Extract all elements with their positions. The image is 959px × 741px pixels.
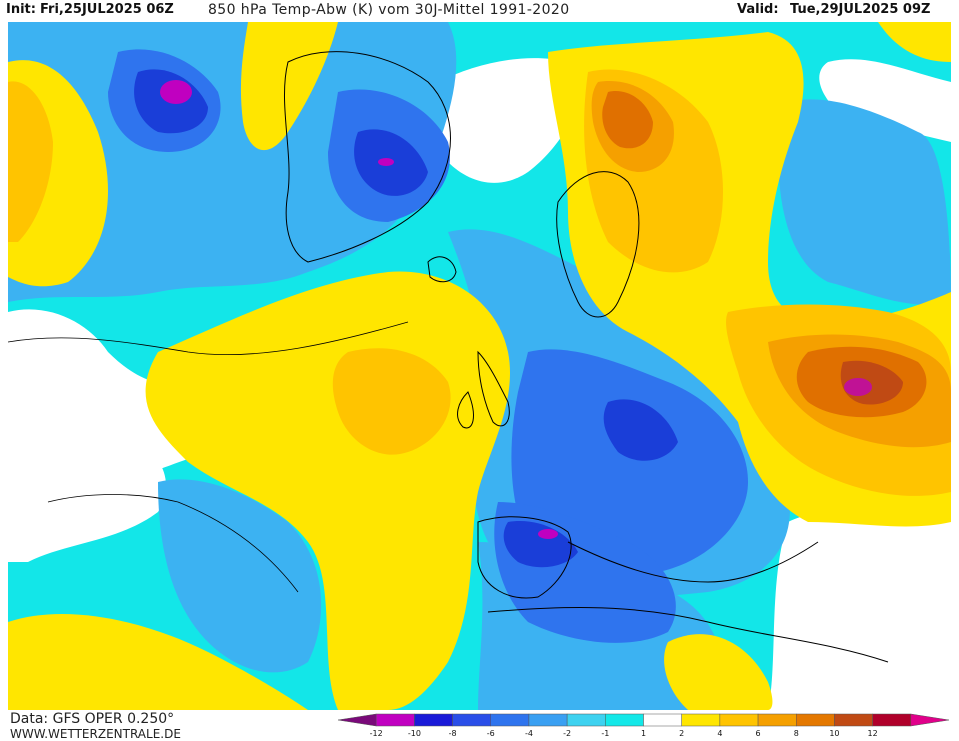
legend-swatch [757, 713, 797, 727]
legend-label: 8 [793, 729, 799, 738]
legend-colorbar: -12 -10 -8 -6 -4 -2 -1 1 2 4 6 8 10 12 [330, 712, 957, 740]
coastline-greenland [283, 51, 451, 263]
near-zero-zone-west [8, 450, 167, 562]
legend-colorbar-swatches [337, 713, 950, 727]
legend-label: -1 [601, 729, 610, 738]
legend-label: 12 [867, 729, 878, 738]
legend-label: 10 [829, 729, 840, 738]
coastline-scandinavia [556, 171, 640, 318]
legend-swatch [719, 713, 759, 727]
legend-label: -12 [369, 729, 383, 738]
valid-label: Valid: [737, 2, 779, 17]
temperature-anomaly-map [8, 22, 951, 710]
zero-contour-atlantic [8, 321, 409, 356]
cold-area-mid-atlantic [158, 479, 322, 673]
minimum-spain [538, 529, 558, 539]
legend-label: 1 [640, 729, 647, 738]
legend-swatch [490, 713, 530, 727]
near-zero-zone-northeast [819, 59, 951, 142]
init-label: Init: [6, 2, 36, 17]
legend-label: -4 [524, 729, 533, 738]
map-canvas [8, 22, 951, 710]
legend-swatch [337, 713, 377, 727]
deep-blue-spain [503, 521, 578, 568]
legend-swatch [872, 713, 912, 727]
maximum-ukraine [844, 378, 872, 396]
zero-contour-west [47, 494, 299, 593]
dark-orange-finland [602, 91, 653, 149]
legend-swatch [375, 713, 415, 727]
warm-area-northeast-corner [878, 22, 951, 62]
warm-area-northwest-greenland [240, 22, 338, 151]
minimum-baffin [160, 80, 192, 104]
gold-area-atlantic [332, 348, 451, 455]
legend-swatch [796, 713, 835, 727]
near-zero-zone-southeast [768, 510, 951, 710]
legend-swatch [910, 713, 950, 727]
legend-label: -6 [486, 729, 495, 738]
coastline-north-africa [487, 607, 889, 663]
init-value: Fri,25JUL2025 06Z [40, 2, 174, 17]
website-label: WWW.WETTERZENTRALE.DE [10, 727, 181, 741]
legend-swatch [566, 713, 606, 727]
valid-value: Tue,29JUL2025 09Z [790, 2, 931, 17]
warm-area-libya [664, 634, 773, 710]
coastline-mediterranean [567, 541, 819, 583]
cold-area-russia [778, 99, 951, 305]
gold-area-canada [8, 81, 53, 243]
legend-label: 4 [717, 729, 723, 738]
legend-label: 6 [755, 729, 761, 738]
coastline-iberia [477, 516, 572, 599]
legend-swatch [414, 713, 453, 727]
legend-swatch [681, 713, 721, 727]
coastline-british-isles [477, 350, 510, 427]
map-title: 850 hPa Temp-Abw (K) vom 30J-Mittel 1991… [208, 2, 570, 18]
coastline-ireland [457, 391, 474, 429]
legend-label: -10 [407, 729, 421, 738]
coastline-iceland [427, 256, 457, 283]
header-bar: Init: Fri,25JUL2025 06Z 850 hPa Temp-Abw… [0, 0, 959, 22]
legend-label: 2 [679, 729, 685, 738]
legend-label: -2 [563, 729, 572, 738]
deep-blue-germany [603, 399, 678, 461]
warm-area-southwest [8, 613, 308, 710]
legend-swatch [605, 713, 644, 727]
data-source-label: Data: GFS OPER 0.250° [10, 711, 175, 727]
near-zero-zone-norway-sea [431, 58, 581, 183]
legend-swatch [643, 713, 682, 727]
minimum-greenland [378, 158, 394, 166]
legend-swatch [528, 713, 568, 727]
legend-swatch [834, 713, 873, 727]
legend-swatch [452, 713, 491, 727]
legend-label: -8 [448, 729, 457, 738]
